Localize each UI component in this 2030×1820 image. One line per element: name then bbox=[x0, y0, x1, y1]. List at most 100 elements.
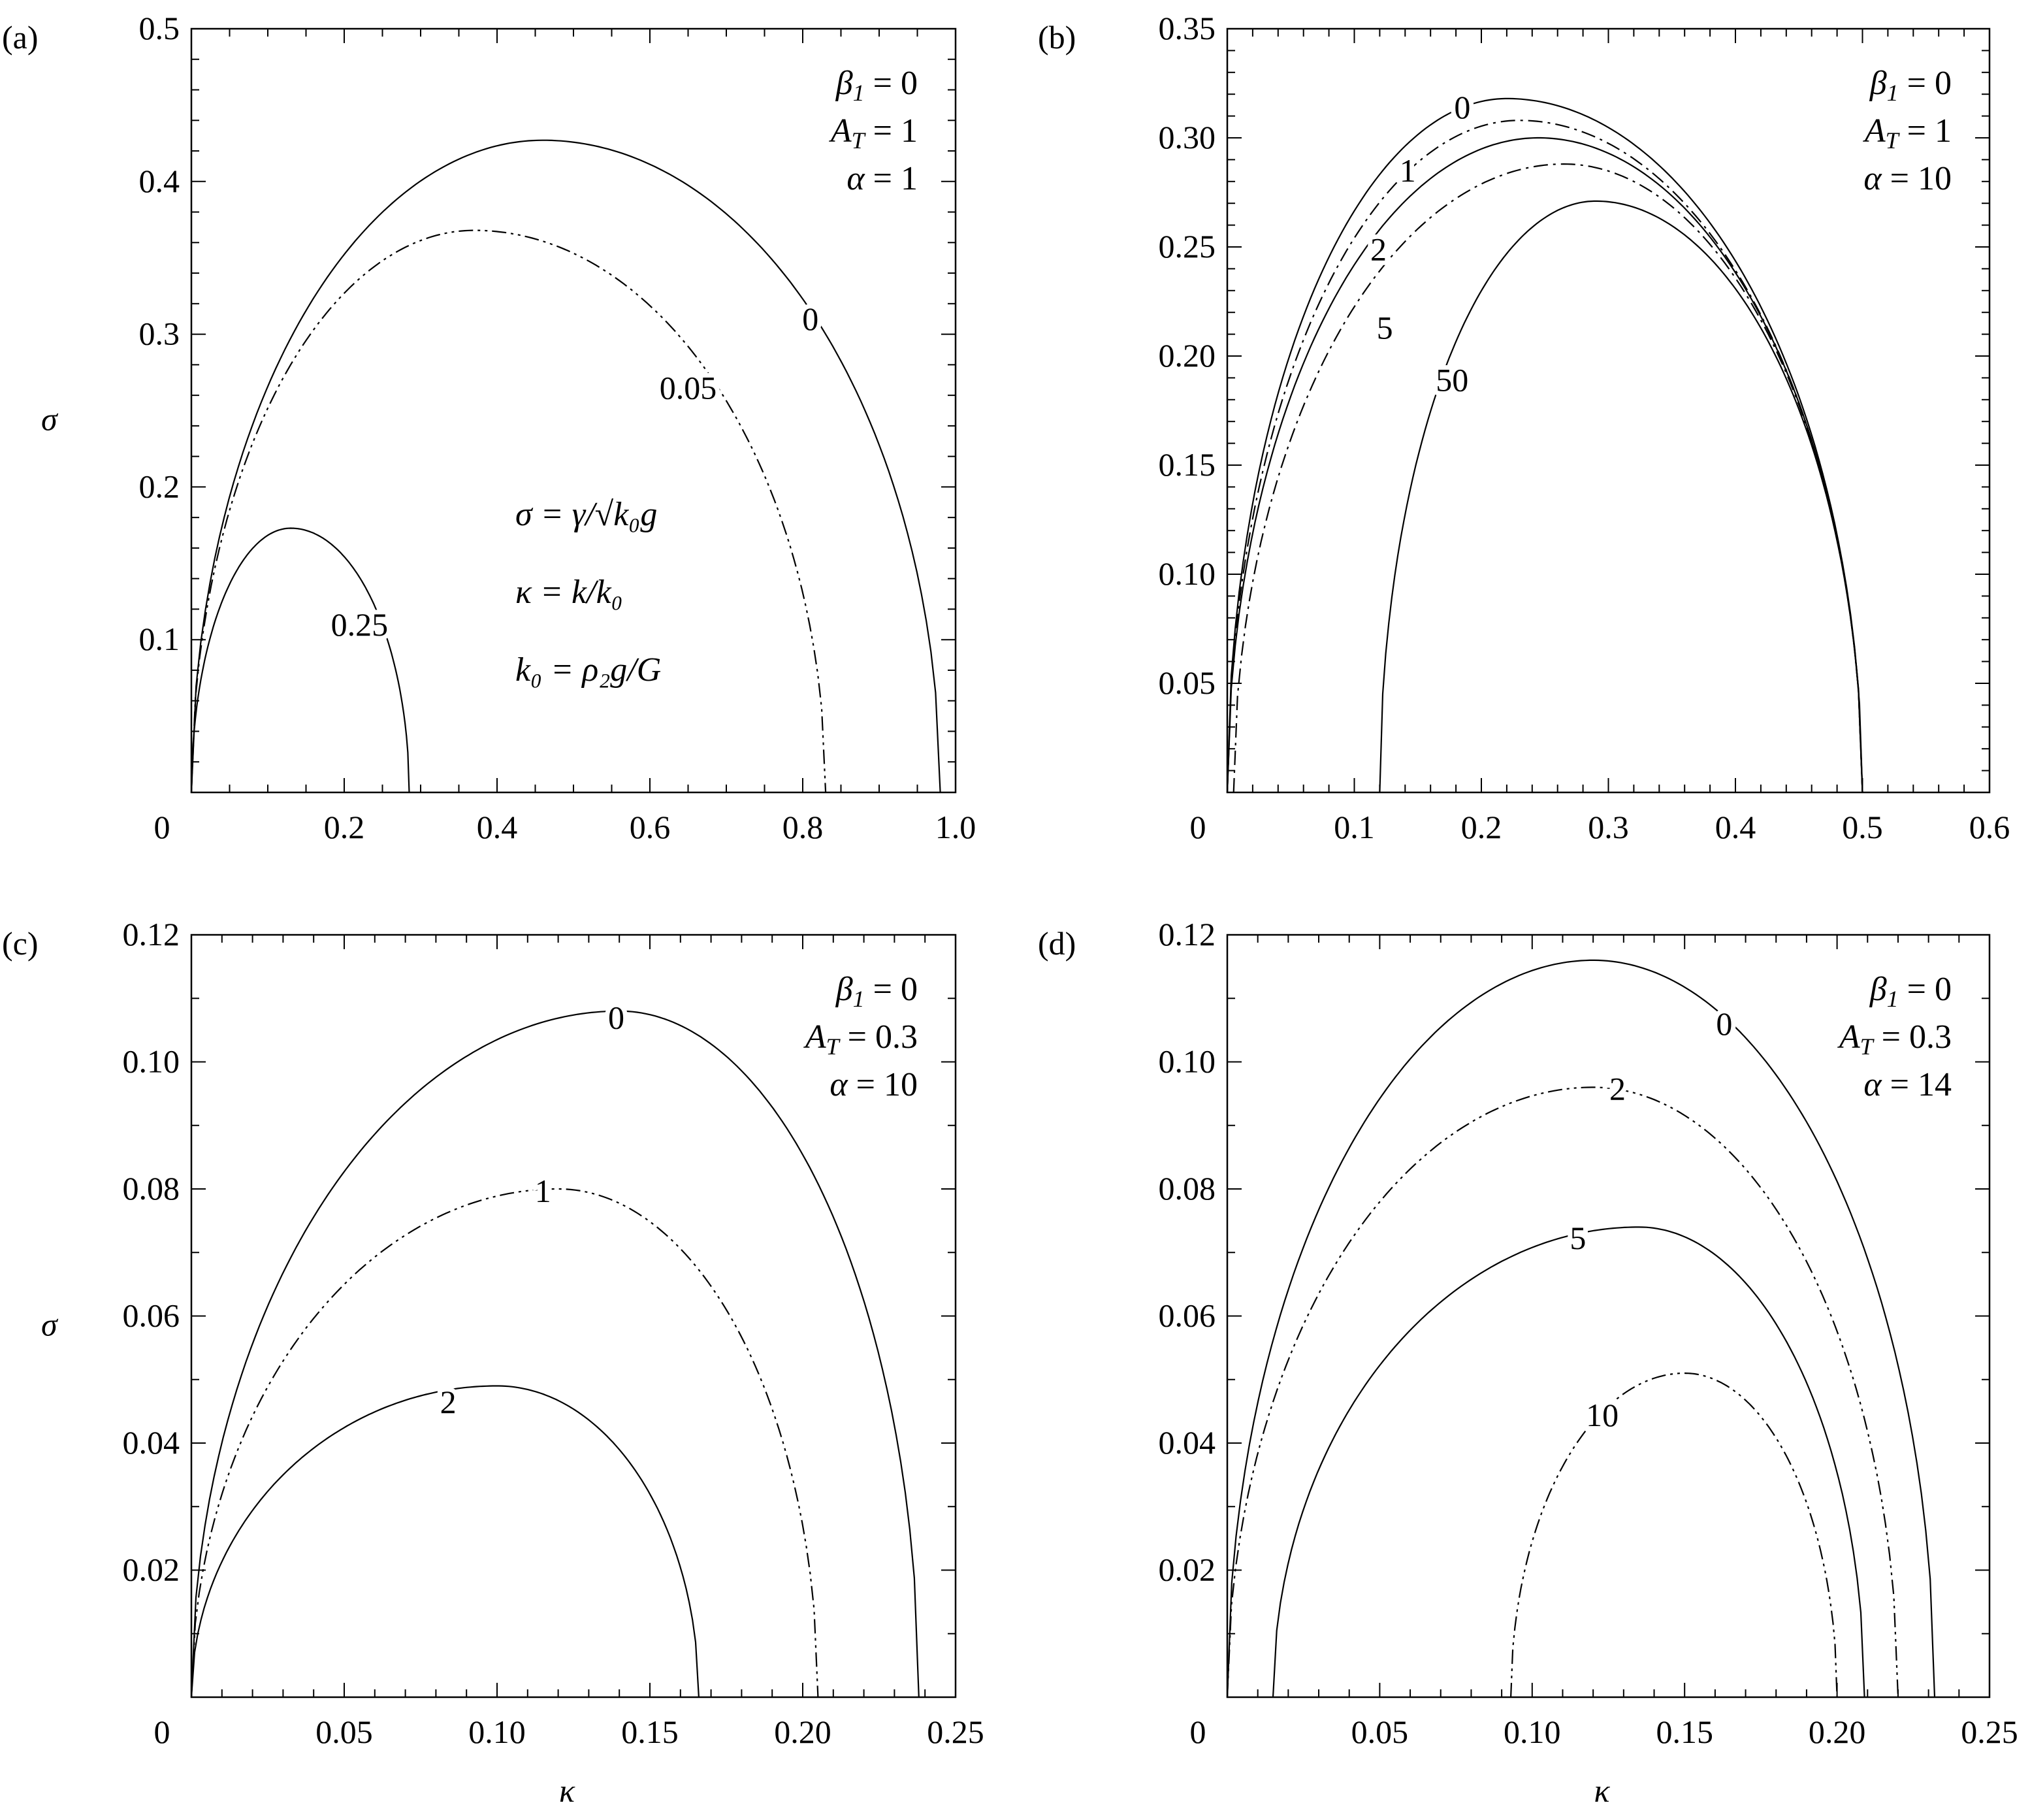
param-subscript: T bbox=[826, 1033, 841, 1060]
y-tick-label: 0.08 bbox=[1159, 1170, 1216, 1207]
x-tick-label: 0.2 bbox=[324, 809, 365, 845]
panel-a: 0 0.2 0.4 0.6 0.8 1.0 0.1 0.2 0.3 0.4 0.5 (a) σ 0 0.05… bbox=[2, 10, 976, 845]
param-symbol: A bbox=[829, 112, 852, 150]
y-axis-label: σ bbox=[41, 401, 59, 438]
param-value: = 0 bbox=[1899, 65, 1952, 102]
curve-label: 1 bbox=[1400, 152, 1416, 189]
y-tick-label: 0.35 bbox=[1159, 10, 1216, 46]
curve-label: 1 bbox=[535, 1173, 551, 1209]
param-text: α = 1 bbox=[846, 160, 918, 197]
panel-label: (d) bbox=[1038, 925, 1076, 962]
y-tick-label: 0.2 bbox=[139, 468, 180, 504]
param-subscript: 1 bbox=[853, 80, 865, 106]
formula-text: σ = γ/√k₀g bbox=[515, 496, 657, 533]
curve-1 bbox=[190, 1188, 819, 1698]
param-value: = 1 bbox=[1899, 112, 1952, 150]
x-tick-label: 0.05 bbox=[1351, 1714, 1409, 1750]
y-tick-label: 0.1 bbox=[139, 621, 180, 657]
panel-c: 0 0.05 0.10 0.15 0.20 0.25 0.02 0.04 0.06 0.08 0.1… bbox=[2, 916, 984, 1809]
y-tick-label: 0.30 bbox=[1159, 119, 1216, 155]
param-symbol: β bbox=[835, 971, 853, 1008]
y-tick-label: 0.3 bbox=[139, 316, 180, 352]
y-tick-label: 0.10 bbox=[1159, 555, 1216, 592]
param-text: α = 10 bbox=[1863, 160, 1952, 197]
curve-2 bbox=[1226, 1086, 1899, 1698]
param-symbol: A bbox=[803, 1018, 826, 1056]
y-tick-label: 0.06 bbox=[123, 1297, 180, 1334]
curve-0.25 bbox=[190, 527, 410, 793]
y-tick-label: 0.05 bbox=[1159, 664, 1216, 701]
curve-2 bbox=[190, 1385, 700, 1698]
param-text: AT = 0.3 bbox=[1837, 1018, 1952, 1060]
curve-0 bbox=[1226, 959, 1936, 1698]
param-symbol: A bbox=[1837, 1018, 1860, 1056]
param-value: = 1 bbox=[865, 160, 918, 197]
param-value: = 0 bbox=[1899, 971, 1952, 1008]
x-tick-label: 0 bbox=[1190, 809, 1206, 845]
curve-label: 0 bbox=[1454, 89, 1470, 125]
y-tick-label: 0.10 bbox=[123, 1043, 180, 1080]
param-text: β1 = 0 bbox=[1869, 971, 1952, 1012]
curve-label: 5 bbox=[1570, 1220, 1586, 1256]
param-value: = 0 bbox=[865, 65, 918, 102]
curve-label: 0.05 bbox=[660, 369, 717, 406]
x-tick-label: 0.15 bbox=[1656, 1714, 1713, 1750]
y-tick-label: 0.10 bbox=[1159, 1043, 1216, 1080]
param-value: = 0.3 bbox=[1873, 1018, 1952, 1056]
x-tick-label: 0 bbox=[154, 1714, 170, 1750]
x-tick-label: 0.3 bbox=[1588, 809, 1629, 845]
y-tick-label: 0.06 bbox=[1159, 1297, 1216, 1334]
curve-0 bbox=[1226, 97, 1863, 793]
curve-label: 50 bbox=[1436, 362, 1468, 398]
param-subscript: T bbox=[1860, 1033, 1875, 1060]
panel-label: (a) bbox=[2, 19, 39, 56]
param-symbol: β bbox=[1869, 971, 1887, 1008]
x-tick-label: 0.5 bbox=[1842, 809, 1883, 845]
x-tick-label: 0.1 bbox=[1334, 809, 1375, 845]
x-tick-label: 0 bbox=[154, 809, 170, 845]
y-tick-label: 0.15 bbox=[1159, 446, 1216, 483]
curve-0 bbox=[190, 139, 941, 793]
curve-2 bbox=[1226, 137, 1863, 793]
param-value: = 0.3 bbox=[839, 1018, 918, 1056]
x-axis-label: κ bbox=[1594, 1772, 1611, 1809]
curve-label: 0 bbox=[608, 999, 624, 1035]
param-symbol: α bbox=[846, 160, 865, 197]
y-tick-label: 0.20 bbox=[1159, 337, 1216, 374]
curve-5 bbox=[1232, 163, 1863, 793]
curve-1 bbox=[1226, 120, 1863, 793]
x-tick-label: 0.25 bbox=[1961, 1714, 2018, 1750]
param-subscript: T bbox=[1886, 127, 1901, 154]
curve-label: 0 bbox=[1716, 1005, 1732, 1042]
x-tick-label: 0.2 bbox=[1461, 809, 1502, 845]
curve-label: 0 bbox=[802, 301, 818, 337]
y-tick-label: 0.12 bbox=[1159, 916, 1216, 952]
x-tick-label: 0.20 bbox=[774, 1714, 831, 1750]
x-tick-label: 0.05 bbox=[315, 1714, 373, 1750]
param-subscript: T bbox=[852, 127, 867, 154]
x-axis-label: κ bbox=[559, 1772, 575, 1809]
formula-text: k₀ = ρ₂g/G bbox=[515, 651, 661, 689]
y-tick-label: 0.02 bbox=[123, 1552, 180, 1588]
x-tick-label: 0.25 bbox=[927, 1714, 984, 1750]
panel-d: 0 0.05 0.10 0.15 0.20 0.25 0.02 0.04 0.06 0.08 0.1… bbox=[1038, 916, 2018, 1809]
formula-text: κ = k/k₀ bbox=[515, 574, 623, 611]
x-tick-label: 1.0 bbox=[935, 809, 976, 845]
param-symbol: β bbox=[1869, 65, 1887, 102]
param-subscript: 1 bbox=[1887, 80, 1899, 106]
param-text: β1 = 0 bbox=[835, 65, 918, 106]
x-tick-label: 0.15 bbox=[621, 1714, 679, 1750]
curve-label: 0.25 bbox=[331, 606, 389, 643]
y-tick-label: 0.5 bbox=[139, 10, 180, 46]
param-text: β1 = 0 bbox=[1869, 65, 1952, 106]
x-tick-label: 0.8 bbox=[782, 809, 824, 845]
param-value: = 10 bbox=[848, 1066, 918, 1103]
param-subscript: 1 bbox=[1887, 986, 1899, 1012]
param-text: AT = 1 bbox=[1863, 112, 1952, 154]
param-value: = 0 bbox=[865, 971, 918, 1008]
x-tick-label: 0.6 bbox=[1969, 809, 2010, 845]
curve-10 bbox=[1510, 1372, 1838, 1698]
param-text: β1 = 0 bbox=[835, 971, 918, 1012]
curve-label: 10 bbox=[1586, 1397, 1619, 1433]
